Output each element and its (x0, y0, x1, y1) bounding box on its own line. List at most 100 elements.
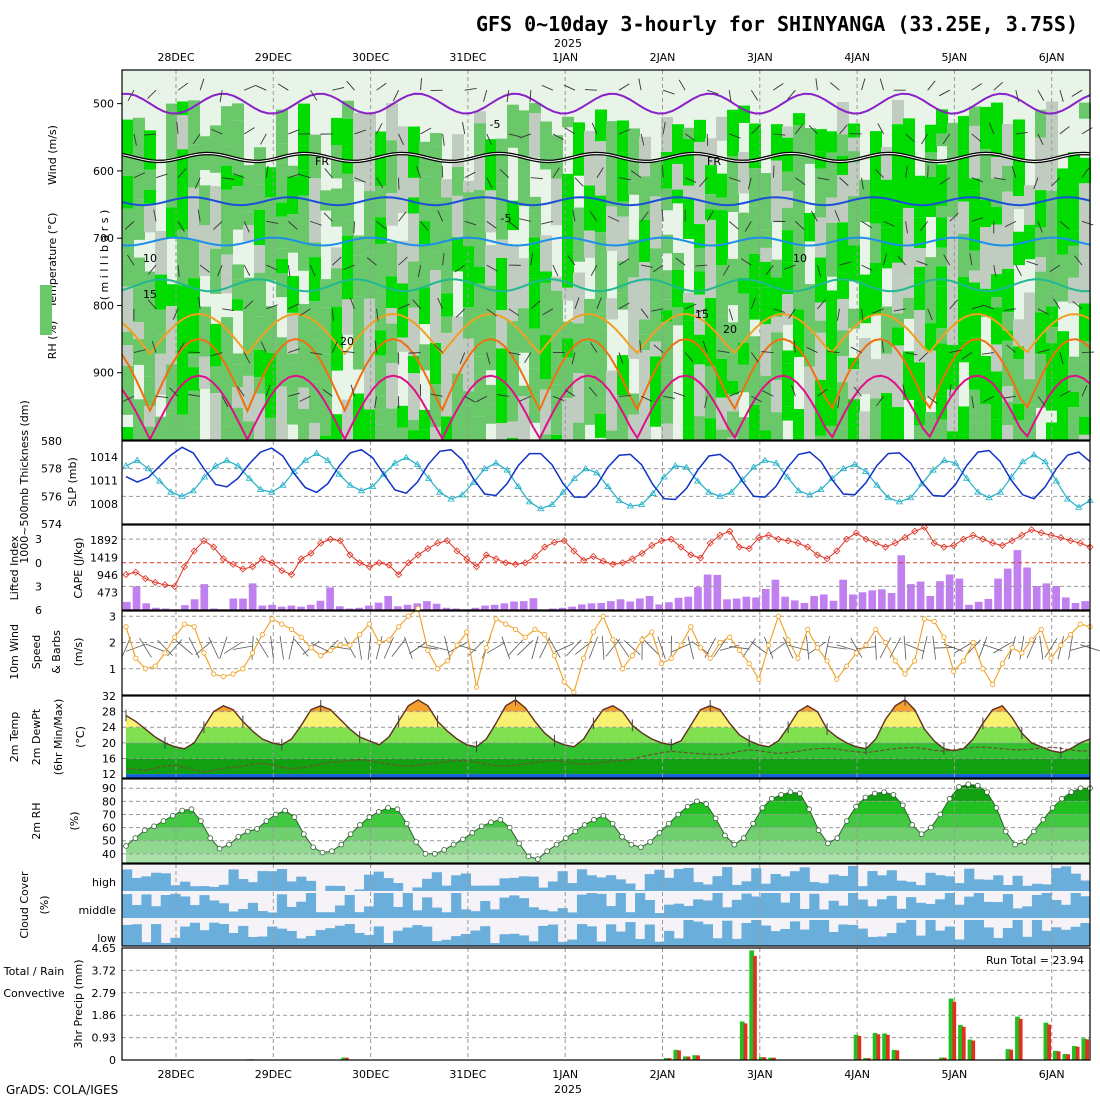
credit-text: GrADS: COLA/IGES (6, 1083, 118, 1097)
wind-label-3: & Barbs (50, 630, 63, 674)
li-point (619, 559, 627, 567)
rh-cell (826, 197, 838, 223)
cloud-cell (325, 912, 336, 918)
cloud-cell (780, 876, 791, 891)
wind-barb (455, 308, 466, 318)
rh-point (909, 822, 915, 828)
wind-barb (837, 396, 840, 409)
wind-barb (883, 253, 887, 266)
rh-cell (122, 175, 134, 209)
li-point (190, 547, 198, 555)
cloud-cell (557, 908, 568, 918)
rh-cell (672, 288, 684, 308)
wind-barb-10m (836, 644, 857, 652)
rh-cell (210, 125, 222, 173)
thickness-point (772, 459, 780, 466)
rh-cell (716, 173, 728, 198)
cloud-cell (935, 899, 946, 918)
slp-tick-label: 1014 (90, 451, 118, 464)
rh-cell (815, 435, 827, 440)
cloud-cell (470, 911, 481, 918)
rh-cell (584, 230, 596, 258)
rh-cell (265, 352, 277, 388)
wind-barb (773, 308, 785, 313)
wind-speed-point (464, 629, 470, 635)
rh-cell (771, 206, 783, 223)
wind-tick-label: 1 (109, 663, 116, 676)
cloud-cell (644, 924, 655, 946)
date-tick-label: 3JAN (747, 1068, 773, 1081)
rh-cell (991, 419, 1003, 440)
wind-barb-10m (288, 636, 295, 660)
wind-barb (1037, 89, 1045, 101)
rh-cell (287, 392, 299, 425)
rh-cell (188, 390, 200, 428)
wind-barb (640, 308, 649, 319)
rh-cell (166, 284, 178, 307)
rh-point (132, 835, 139, 841)
li-point (881, 543, 890, 551)
contour-label: 10 (143, 252, 157, 265)
wind-speed-point (912, 658, 918, 664)
cloud-cell (838, 924, 849, 946)
cloud-cell (615, 893, 626, 918)
rh-cell (617, 426, 629, 440)
li-point (911, 527, 919, 535)
rh-cell (683, 127, 695, 140)
precip-convective-bar (1056, 1051, 1061, 1060)
cloud-cell (1012, 920, 1023, 946)
wind-barb (437, 210, 444, 222)
wind-barb (398, 256, 408, 266)
cloud-cell (1060, 929, 1072, 946)
rh-cell (936, 133, 948, 147)
wind-speed-point (727, 634, 733, 640)
cloud-cell (635, 938, 646, 946)
wind-barb (288, 303, 300, 310)
wind-barb (653, 344, 664, 353)
rh-cell (936, 247, 948, 267)
rh-cell (188, 100, 200, 145)
cape-bar (878, 589, 886, 610)
rh-cell (320, 435, 332, 440)
rh-cell (584, 170, 596, 186)
cape-bar (655, 604, 664, 610)
rh-cell (925, 124, 937, 153)
precip-tick-label: 4.65 (92, 942, 117, 955)
date-tick-label: 1JAN (552, 1068, 578, 1081)
wind-barb (188, 394, 201, 397)
cloud-ylabel-2: (%) (38, 895, 51, 914)
temperature-label: (°C) (74, 726, 87, 748)
rh-cell (1068, 356, 1080, 392)
cloud-cell (218, 884, 229, 891)
rh-cell (199, 225, 211, 276)
thickness-point (155, 477, 164, 484)
rh-cell (947, 170, 959, 217)
wind-barb (1049, 264, 1061, 272)
rh-cell (474, 356, 486, 375)
wind-barb (971, 305, 984, 310)
thickness-point (211, 462, 220, 469)
rh-cell (1046, 238, 1058, 289)
cape-bar (984, 598, 993, 610)
rh-cell (683, 185, 695, 200)
cape-bar (239, 598, 247, 610)
li-point (735, 543, 744, 551)
rh-cell (870, 210, 882, 224)
rh-point (1049, 805, 1056, 811)
precip-convective-bar (942, 1057, 947, 1060)
precip-convective-bar (753, 955, 757, 1060)
wind-speed-point (542, 632, 548, 638)
wind-barb (412, 299, 421, 310)
rh-cell (540, 121, 552, 170)
rh-cell (1057, 331, 1069, 385)
wind-barb (817, 299, 826, 310)
rh-cell (991, 274, 1003, 298)
thickness-point (268, 488, 276, 495)
rh-cell (408, 419, 420, 431)
cape-bar (316, 600, 325, 610)
rh-cell (507, 437, 519, 440)
rh-cell (672, 307, 684, 326)
temperature-label: (6hr Min/Max) (52, 699, 65, 776)
wind-barb-10m (921, 636, 928, 660)
precip-convective-bar (1009, 1049, 1014, 1060)
